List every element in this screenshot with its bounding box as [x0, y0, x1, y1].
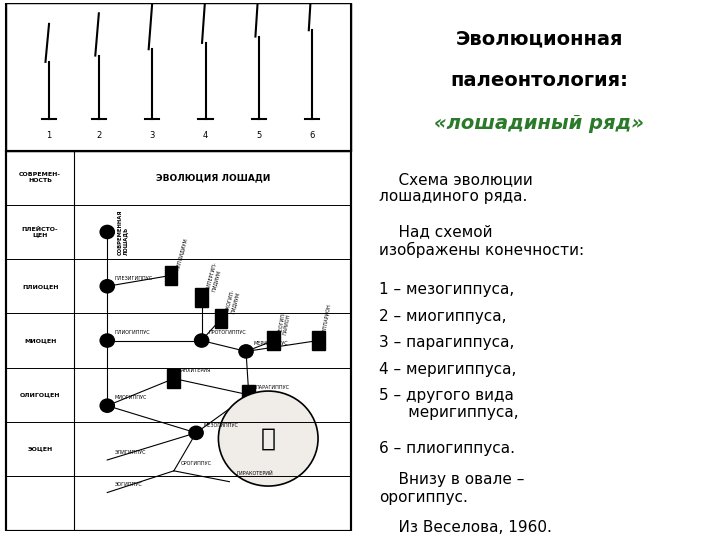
- Text: МЕРИГИППУС: МЕРИГИППУС: [253, 341, 288, 346]
- Text: ГИППИДИУМ: ГИППИДИУМ: [175, 237, 188, 270]
- Ellipse shape: [218, 391, 318, 486]
- Text: СОВРЕМЕННАЯ
ЛОШАДЬ: СОВРЕМЕННАЯ ЛОШАДЬ: [118, 209, 129, 255]
- Text: ЭОГИППУС: ЭОГИППУС: [114, 482, 142, 487]
- Bar: [312, 331, 325, 350]
- Ellipse shape: [100, 225, 114, 239]
- Text: Из Веселова, 1960.: Из Веселова, 1960.: [379, 520, 552, 535]
- Text: Схема эволюции
лошадиного ряда.: Схема эволюции лошадиного ряда.: [379, 172, 533, 204]
- Ellipse shape: [239, 345, 253, 358]
- Text: 1: 1: [46, 131, 52, 140]
- Text: палеонтология:: палеонтология:: [451, 71, 629, 90]
- Text: «лошадиный ряд»: «лошадиный ряд»: [434, 113, 644, 133]
- Bar: [195, 288, 208, 307]
- Text: ЭОЦЕН: ЭОЦЕН: [27, 447, 53, 451]
- Text: ПЛИОЦЕН: ПЛИОЦЕН: [22, 284, 58, 289]
- Text: ОХОГИП-
ПИДИУМ: ОХОГИП- ПИДИУМ: [225, 288, 241, 314]
- Text: Над схемой
изображены конечности:: Над схемой изображены конечности:: [379, 225, 585, 258]
- Bar: [267, 331, 280, 350]
- Text: АНХИТЕРИЯ: АНХИТЕРИЯ: [181, 368, 212, 373]
- Ellipse shape: [189, 426, 203, 440]
- Text: ПЛЕЗИГИППУС: ПЛЕЗИГИППУС: [114, 276, 153, 281]
- Text: МЕЗОГИППУС: МЕЗОГИППУС: [203, 422, 238, 428]
- Bar: [243, 386, 255, 404]
- Text: 1 – мезогиппуса,: 1 – мезогиппуса,: [379, 282, 514, 298]
- Text: СОВРЕМЕН-
НОСТЬ: СОВРЕМЕН- НОСТЬ: [19, 172, 61, 183]
- Text: 🐎: 🐎: [261, 427, 276, 450]
- Bar: [168, 369, 180, 388]
- Text: ЭВОЛЮЦИЯ ЛОШАДИ: ЭВОЛЮЦИЯ ЛОШАДИ: [156, 173, 270, 182]
- Ellipse shape: [100, 334, 114, 347]
- Text: ПАРАГИППУС: ПАРАГИППУС: [256, 384, 290, 389]
- Text: 4: 4: [203, 131, 208, 140]
- Text: ГИППАРИОН: ГИППАРИОН: [322, 303, 332, 335]
- Text: 5: 5: [256, 131, 261, 140]
- Text: 3 – парагиппуса,: 3 – парагиппуса,: [379, 335, 515, 350]
- Bar: [215, 309, 228, 328]
- Text: ГИРАКОТЕРИЙ: ГИРАКОТЕРИЙ: [236, 471, 273, 476]
- Text: 6 – плиогиппуса.: 6 – плиогиппуса.: [379, 441, 516, 456]
- Ellipse shape: [100, 280, 114, 293]
- Bar: [6, 3, 351, 151]
- Text: МИОГИППУС: МИОГИППУС: [114, 395, 147, 400]
- Text: Внизу в овале –
орогиппус.: Внизу в овале – орогиппус.: [379, 472, 525, 505]
- Text: 6: 6: [310, 131, 315, 140]
- Text: ПЛЕЙСТО-
ЦЕН: ПЛЕЙСТО- ЦЕН: [22, 227, 58, 238]
- Text: НЕОГИП-
ПАРИОН: НЕОГИП- ПАРИОН: [277, 311, 292, 335]
- Ellipse shape: [100, 399, 114, 412]
- Text: ПРОТОГИППУС: ПРОТОГИППУС: [209, 330, 246, 335]
- Bar: [6, 151, 351, 530]
- Text: ЭЛИГИППУС: ЭЛИГИППУС: [114, 450, 146, 455]
- Text: ГИПЕРГИП-
ПИДИУМ: ГИПЕРГИП- ПИДИУМ: [205, 261, 223, 292]
- Text: 4 – меригиппуса,: 4 – меригиппуса,: [379, 362, 516, 377]
- Text: ПЛИОГИППУС: ПЛИОГИППУС: [114, 330, 150, 335]
- Text: 5 – другого вида
      меригиппуса,: 5 – другого вида меригиппуса,: [379, 388, 519, 421]
- Text: 3: 3: [150, 131, 155, 140]
- Text: 2 – миогиппуса,: 2 – миогиппуса,: [379, 309, 507, 324]
- Text: ОРОГИППУС: ОРОГИППУС: [181, 461, 212, 465]
- Text: 2: 2: [96, 131, 102, 140]
- Bar: [165, 266, 178, 285]
- Ellipse shape: [194, 334, 209, 347]
- Text: МИОЦЕН: МИОЦЕН: [24, 338, 56, 343]
- Text: ОЛИГОЦЕН: ОЛИГОЦЕН: [20, 393, 60, 397]
- Text: Эволюционная: Эволюционная: [456, 29, 623, 48]
